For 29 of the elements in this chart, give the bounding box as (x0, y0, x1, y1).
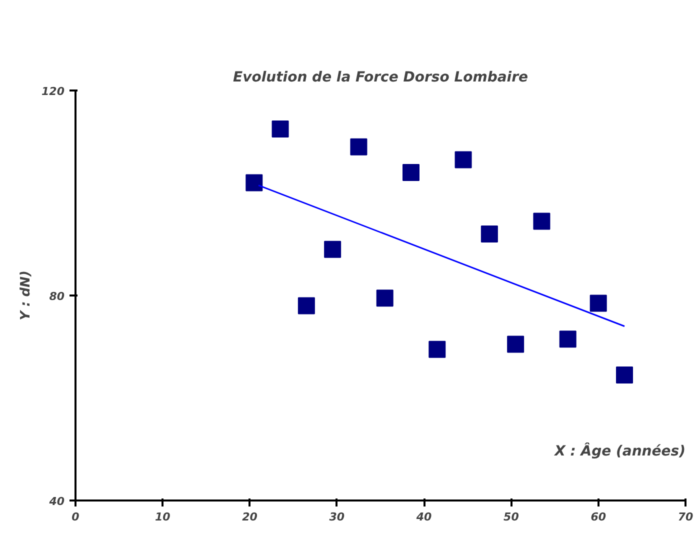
point (324, 240, 342, 258)
chart-title: Evolution de la Force Dorso Lombaire (233, 70, 528, 86)
x-tick-label: 50 (504, 510, 520, 524)
x-tick-label: 10 (154, 510, 171, 524)
y-axis-title: Y : dN) (18, 270, 34, 320)
point (246, 174, 263, 192)
y-tick-label: 40 (48, 495, 65, 508)
point (616, 366, 633, 384)
point (350, 138, 368, 156)
point (507, 336, 524, 353)
point (428, 340, 446, 358)
x-tick-label: 30 (329, 510, 345, 524)
point (298, 297, 315, 314)
y-tick-label: 80 (49, 290, 65, 303)
x-tick-label: 40 (415, 510, 432, 524)
x-tick-label: 20 (242, 510, 258, 524)
point (559, 330, 576, 348)
x-tick-label: 60 (590, 510, 606, 524)
point (533, 212, 550, 230)
point (272, 120, 289, 138)
x-tick-label: 70 (678, 510, 694, 524)
y-tick-label: 120 (42, 85, 65, 98)
point (590, 294, 607, 312)
x-axis-title: X : Âge (années) (554, 442, 686, 460)
point (376, 290, 394, 307)
point (454, 151, 472, 168)
x-tick-label: 0 (72, 510, 80, 524)
point (480, 226, 498, 242)
point (402, 164, 420, 181)
